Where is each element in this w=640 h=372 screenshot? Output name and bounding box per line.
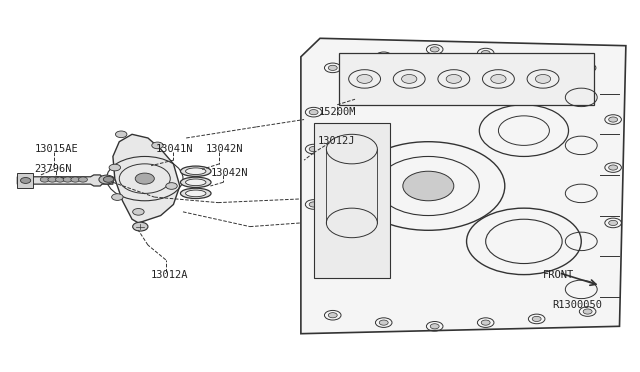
Circle shape	[403, 171, 454, 201]
Circle shape	[532, 58, 541, 63]
Circle shape	[309, 147, 318, 152]
Circle shape	[532, 316, 541, 321]
Text: 15200M: 15200M	[319, 107, 356, 117]
Circle shape	[583, 309, 592, 314]
Circle shape	[430, 324, 439, 329]
Ellipse shape	[180, 177, 211, 187]
Circle shape	[71, 177, 80, 182]
Circle shape	[152, 142, 163, 149]
Text: 13012J: 13012J	[317, 136, 355, 146]
Bar	[17, 173, 33, 188]
Circle shape	[328, 65, 337, 70]
Circle shape	[401, 74, 417, 83]
Circle shape	[380, 320, 388, 325]
Circle shape	[328, 312, 337, 318]
Ellipse shape	[186, 168, 206, 174]
Circle shape	[99, 175, 114, 184]
Circle shape	[56, 177, 65, 182]
Circle shape	[430, 47, 439, 52]
Circle shape	[79, 177, 88, 182]
Circle shape	[48, 177, 57, 182]
Text: 13012A: 13012A	[150, 270, 188, 280]
Circle shape	[609, 117, 618, 122]
Circle shape	[491, 74, 506, 83]
Bar	[314, 123, 390, 278]
Circle shape	[20, 177, 31, 183]
Ellipse shape	[180, 188, 211, 199]
Circle shape	[103, 176, 113, 182]
Polygon shape	[17, 175, 113, 186]
Circle shape	[481, 320, 490, 325]
Circle shape	[115, 131, 127, 138]
Circle shape	[609, 165, 618, 170]
Circle shape	[609, 220, 618, 225]
Circle shape	[536, 74, 550, 83]
Text: FRONT: FRONT	[543, 270, 574, 280]
Circle shape	[583, 65, 592, 70]
Ellipse shape	[186, 190, 206, 197]
Circle shape	[166, 183, 177, 189]
Circle shape	[380, 54, 388, 60]
Polygon shape	[301, 38, 626, 334]
Circle shape	[309, 202, 318, 207]
Ellipse shape	[180, 166, 211, 176]
Circle shape	[481, 51, 490, 56]
Circle shape	[109, 164, 120, 171]
Circle shape	[111, 194, 123, 201]
Circle shape	[132, 209, 144, 215]
Polygon shape	[113, 134, 180, 223]
Text: R1300050: R1300050	[552, 300, 603, 310]
Text: 13042N: 13042N	[205, 144, 243, 154]
Circle shape	[357, 74, 372, 83]
Circle shape	[63, 177, 72, 182]
Circle shape	[309, 110, 318, 115]
Circle shape	[40, 177, 49, 182]
Circle shape	[132, 222, 148, 231]
Text: 13041N: 13041N	[156, 144, 193, 154]
Bar	[339, 53, 594, 105]
Text: 13042N: 13042N	[211, 168, 248, 178]
Text: 23796N: 23796N	[35, 164, 72, 174]
Ellipse shape	[186, 179, 206, 186]
Circle shape	[135, 173, 154, 184]
Text: 13015AE: 13015AE	[35, 144, 78, 154]
Circle shape	[446, 74, 461, 83]
